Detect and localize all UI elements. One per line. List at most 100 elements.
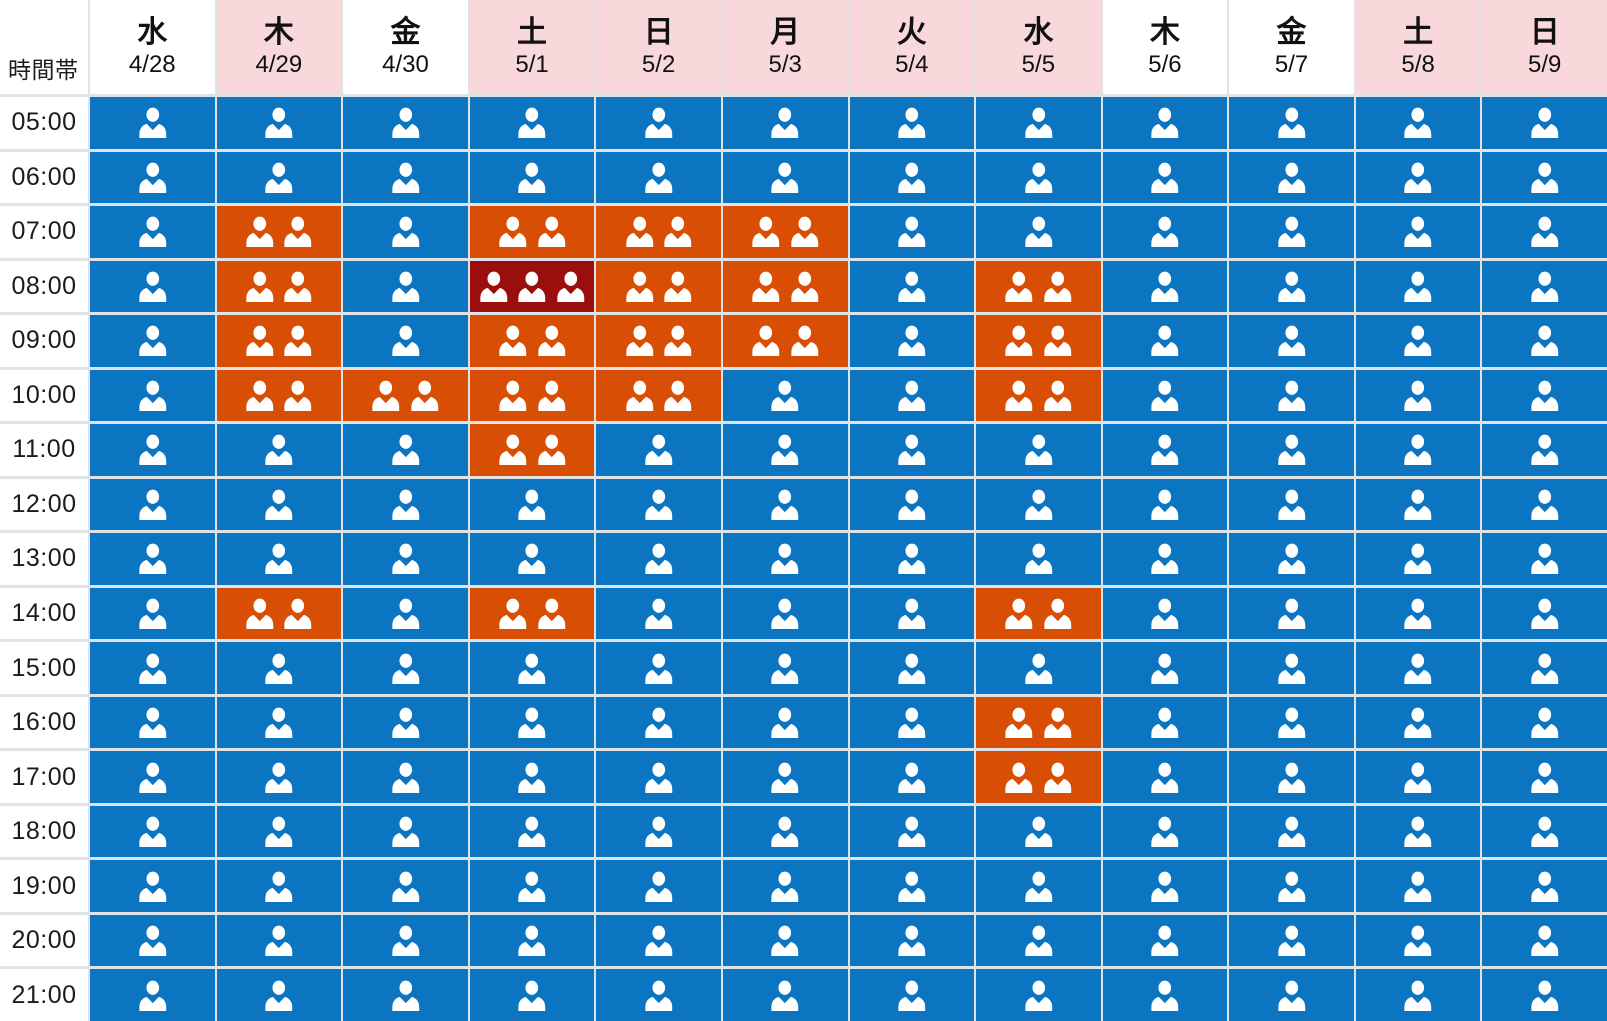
congestion-cell <box>1229 260 1354 313</box>
congestion-cell <box>216 642 342 694</box>
person-icon <box>625 216 653 248</box>
person-icon <box>752 216 780 248</box>
person-icon <box>1005 271 1033 302</box>
person-icon <box>138 216 166 248</box>
person-icon <box>1531 435 1559 466</box>
congestion-cell <box>216 860 342 912</box>
person-icon <box>645 435 673 466</box>
congestion-cell <box>1355 151 1481 204</box>
congestion-cell <box>1229 751 1354 803</box>
person-icon <box>138 435 166 466</box>
congestion-cell <box>722 478 848 531</box>
time-label-1700: 17:00 <box>0 751 88 803</box>
person-icon <box>1278 653 1305 684</box>
person-icon <box>1151 925 1179 957</box>
person-icon <box>1005 326 1033 357</box>
congestion-cell <box>1355 478 1481 531</box>
person-icon <box>1024 107 1052 139</box>
person-icon <box>392 598 419 630</box>
day-header-5-1: 土 5/1 <box>469 0 595 94</box>
congestion-cell <box>722 642 848 694</box>
congestion-cell <box>1229 914 1354 967</box>
congestion-cell <box>976 533 1101 585</box>
person-icon <box>284 380 312 411</box>
person-icon <box>138 107 166 139</box>
person-icon <box>1044 707 1072 739</box>
person-icon <box>138 380 166 411</box>
person-icon <box>284 598 312 630</box>
congestion-cell <box>216 969 342 1021</box>
person-icon <box>771 871 799 902</box>
congestion-cell <box>849 260 975 313</box>
person-icon <box>411 380 439 411</box>
person-icon <box>771 107 799 139</box>
congestion-cell <box>469 151 595 204</box>
congestion-cell <box>469 642 595 694</box>
congestion-cell <box>596 805 721 858</box>
person-icon <box>1044 326 1072 357</box>
person-icon <box>1531 380 1559 411</box>
person-icon <box>1531 544 1559 575</box>
congestion-cell <box>976 424 1101 476</box>
person-icon <box>1404 326 1432 357</box>
congestion-cell <box>1482 424 1607 476</box>
congestion-cell <box>722 533 848 585</box>
congestion-cell <box>1482 478 1607 531</box>
person-icon <box>1151 816 1179 848</box>
day-of-week-label: 水 <box>137 16 168 50</box>
person-icon <box>284 326 312 357</box>
day-header-5-2: 日 5/2 <box>596 0 721 94</box>
person-icon <box>1005 598 1033 630</box>
date-label: 4/29 <box>255 50 303 78</box>
congestion-cell <box>722 751 848 803</box>
congestion-cell <box>849 206 975 258</box>
person-icon <box>1531 598 1559 630</box>
congestion-cell <box>469 424 595 476</box>
congestion-cell <box>1355 533 1481 585</box>
person-icon <box>1024 489 1052 520</box>
congestion-cell <box>469 969 595 1021</box>
person-icon <box>499 326 527 357</box>
person-icon <box>1404 707 1432 739</box>
person-icon <box>625 326 653 357</box>
person-icon <box>518 762 546 793</box>
person-icon <box>898 598 926 630</box>
congestion-cell <box>849 97 975 149</box>
person-icon <box>1024 871 1052 902</box>
person-icon <box>898 162 926 193</box>
congestion-cell <box>1482 751 1607 803</box>
congestion-cell <box>216 533 342 585</box>
congestion-cell <box>1355 587 1481 640</box>
congestion-cell <box>722 860 848 912</box>
congestion-cell <box>596 914 721 967</box>
date-label: 5/5 <box>1021 50 1056 78</box>
congestion-cell <box>90 969 215 1021</box>
congestion-cell <box>849 315 975 367</box>
congestion-cell <box>469 478 595 531</box>
congestion-cell <box>596 206 721 258</box>
person-icon <box>1044 762 1072 793</box>
congestion-cell <box>849 369 975 422</box>
congestion-cell <box>1482 97 1607 149</box>
person-icon <box>1151 271 1179 302</box>
congestion-cell <box>343 151 468 204</box>
date-label: 4/28 <box>128 50 176 78</box>
congestion-cell <box>1102 151 1228 204</box>
congestion-cell <box>1482 206 1607 258</box>
person-icon <box>1278 216 1305 248</box>
day-header-4-30: 金 4/30 <box>343 0 468 94</box>
person-icon <box>898 380 926 411</box>
person-icon <box>1024 980 1052 1011</box>
congestion-cell <box>849 969 975 1021</box>
person-icon <box>1531 271 1559 302</box>
congestion-cell <box>343 533 468 585</box>
congestion-cell <box>343 969 468 1021</box>
time-label-1300: 13:00 <box>0 533 88 585</box>
person-icon <box>1278 107 1305 139</box>
person-icon <box>1151 980 1179 1011</box>
congestion-cell <box>469 533 595 585</box>
congestion-cell <box>1482 860 1607 912</box>
person-icon <box>791 216 818 248</box>
day-header-5-7: 金 5/7 <box>1229 0 1354 94</box>
